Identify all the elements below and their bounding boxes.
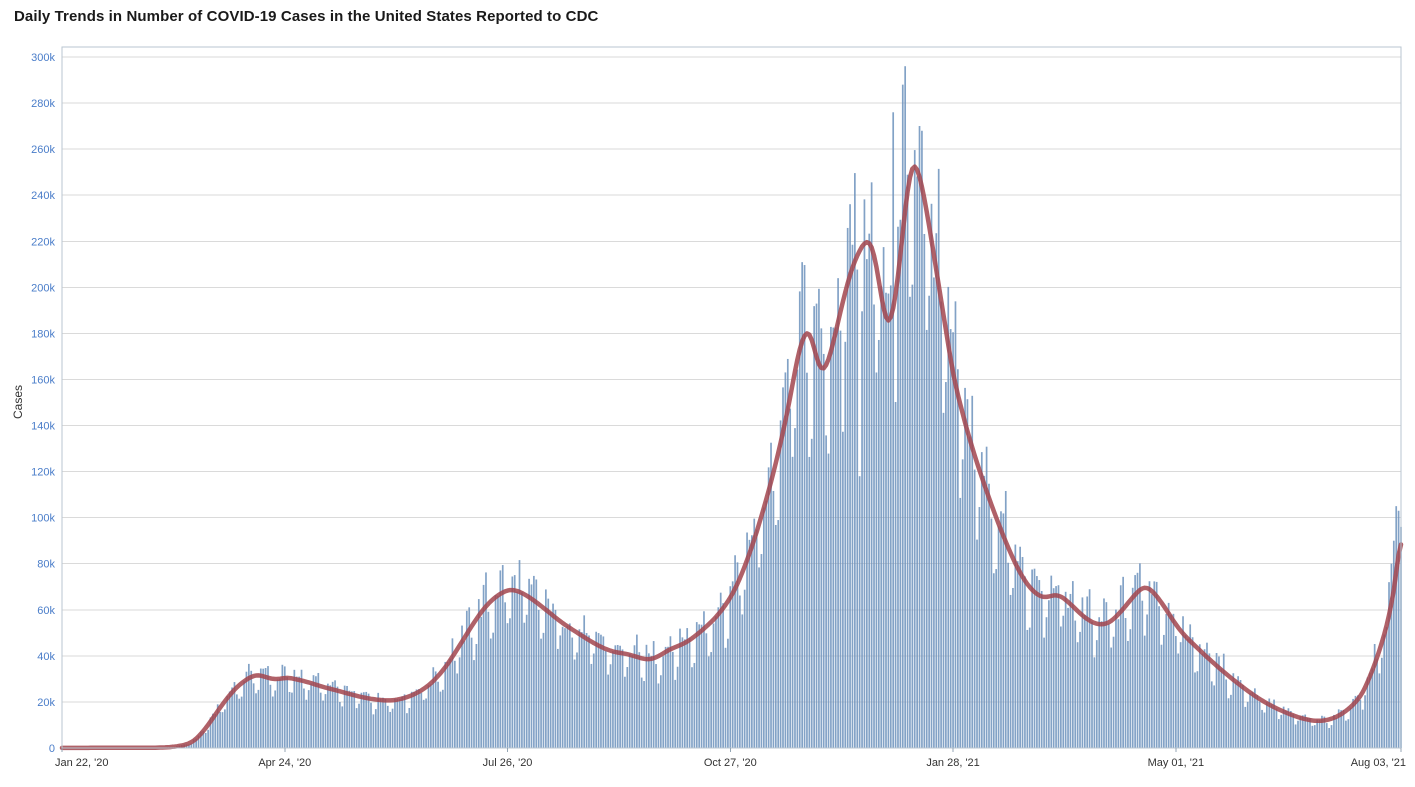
y-tick-label: 200k (31, 282, 55, 294)
y-tick-label: 0 (49, 743, 55, 755)
y-tick-label: 280k (31, 98, 55, 110)
y-tick-label: 260k (31, 144, 55, 156)
x-axis-labels: Jan 22, '20 Apr 24, '20 Jul 26, '20 Oct 27,… (55, 748, 1406, 769)
y-tick-label: 300k (31, 52, 55, 64)
gridlines (62, 56, 1401, 703)
y-tick-label: 100k (31, 513, 55, 525)
x-tick-label: Oct 27, '20 (704, 757, 757, 769)
y-axis-labels: 0 20k 40k 60k 80k 100k 120k 140k 160k 180k 200k 220… (31, 52, 55, 755)
x-tick-label: Aug 03, '21 (1351, 757, 1406, 769)
y-tick-label: 60k (37, 605, 55, 617)
y-tick-label: 120k (31, 467, 55, 479)
y-tick-label: 160k (31, 374, 55, 386)
x-tick-label: May 01, '21 (1148, 757, 1205, 769)
x-tick-label: Jan 22, '20 (55, 757, 108, 769)
chart-title: Daily Trends in Number of COVID-19 Cases… (14, 8, 599, 25)
x-tick-label: Jul 26, '20 (483, 757, 533, 769)
plot-border (61, 46, 1402, 749)
y-tick-label: 40k (37, 651, 55, 663)
bars-series[interactable] (159, 66, 1402, 749)
y-tick-label: 220k (31, 236, 55, 248)
y-axis-title: Cases (11, 385, 25, 419)
y-tick-label: 20k (37, 697, 55, 709)
y-tick-label: 240k (31, 190, 55, 202)
y-tick-label: 180k (31, 328, 55, 340)
y-tick-label: 140k (31, 421, 55, 433)
y-tick-label: 80k (37, 559, 55, 571)
x-tick-label: Jan 28, '21 (926, 757, 979, 769)
x-tick-label: Apr 24, '20 (258, 757, 311, 769)
plot-border-rect (61, 46, 1402, 749)
avg-line (59, 164, 1404, 751)
